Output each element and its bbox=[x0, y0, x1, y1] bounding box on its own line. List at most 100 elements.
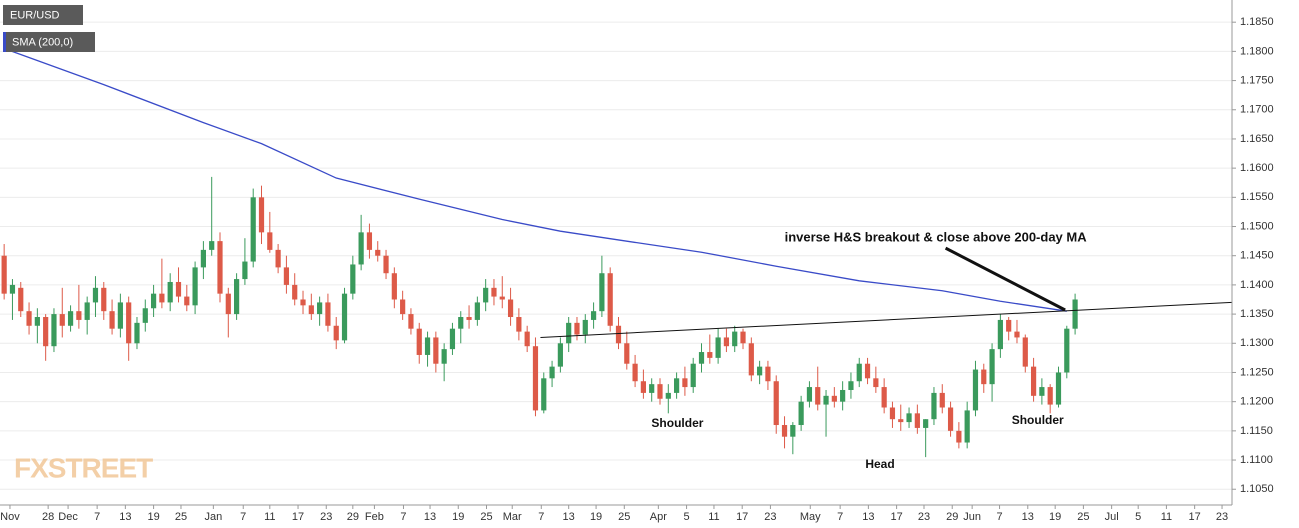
y-tick-label: 1.1800 bbox=[1240, 45, 1274, 57]
candle-body bbox=[466, 317, 472, 320]
x-tick-label: 7 bbox=[538, 511, 544, 523]
candle-body bbox=[84, 302, 90, 320]
candle-body bbox=[815, 387, 821, 405]
candle-body bbox=[590, 311, 597, 320]
x-tick-label: 5 bbox=[1135, 511, 1141, 523]
candle-body bbox=[142, 308, 148, 323]
x-tick-label: 19 bbox=[1049, 511, 1061, 523]
x-tick-label: Jul bbox=[1105, 511, 1119, 523]
candle-body bbox=[997, 319, 1003, 350]
x-tick-label: 13 bbox=[862, 511, 874, 523]
candle-body bbox=[358, 232, 364, 265]
candle-body bbox=[209, 241, 215, 250]
x-tick-label: 5 bbox=[684, 511, 690, 523]
candle-body bbox=[9, 284, 16, 294]
y-tick-label: 1.1750 bbox=[1240, 74, 1274, 86]
candle-body bbox=[192, 267, 198, 306]
x-tick-label: Dec bbox=[58, 511, 78, 523]
candle-body bbox=[474, 302, 480, 320]
candle-body bbox=[914, 413, 920, 428]
annotation: Shoulder bbox=[651, 416, 703, 430]
candle-body bbox=[1030, 366, 1037, 396]
candle-body bbox=[898, 419, 904, 423]
x-tick-label: 17 bbox=[1189, 511, 1201, 523]
y-tick-label: 1.1200 bbox=[1240, 396, 1274, 408]
candle-body bbox=[1055, 372, 1062, 405]
x-tick-label: 17 bbox=[890, 511, 902, 523]
candle-body bbox=[665, 392, 671, 399]
candle-body bbox=[790, 425, 796, 437]
x-tick-label: 11 bbox=[708, 511, 719, 523]
candle-body bbox=[234, 279, 240, 315]
candle-body bbox=[674, 378, 680, 393]
legend-label: SMA (200,0) bbox=[12, 36, 73, 48]
candle-body bbox=[92, 287, 99, 303]
candle-body bbox=[1, 255, 7, 294]
x-tick-label: 23 bbox=[918, 511, 930, 523]
candle-body bbox=[76, 311, 82, 320]
candle-body bbox=[267, 232, 273, 250]
candle-body bbox=[491, 287, 497, 297]
candle-body bbox=[292, 284, 298, 300]
candle-body bbox=[1072, 299, 1078, 329]
candle-body bbox=[989, 349, 995, 385]
candle-body bbox=[773, 381, 779, 426]
candle-body bbox=[300, 299, 306, 306]
candle-body bbox=[258, 197, 265, 233]
candle-body bbox=[458, 317, 464, 329]
candle-body bbox=[308, 305, 314, 315]
candle-body bbox=[723, 337, 730, 347]
legend-label: EUR/USD bbox=[10, 9, 60, 21]
candle-body bbox=[690, 363, 696, 388]
x-tick-label: 11 bbox=[264, 511, 275, 523]
x-tick-label: 25 bbox=[480, 511, 492, 523]
candle-body bbox=[242, 261, 248, 280]
candle-body bbox=[1014, 331, 1020, 338]
y-tick-label: 1.1150 bbox=[1240, 425, 1273, 437]
x-tick-label: Apr bbox=[650, 511, 667, 523]
candle-body bbox=[906, 413, 912, 423]
y-tick-label: 1.1350 bbox=[1240, 308, 1274, 320]
candle-body bbox=[375, 249, 381, 256]
x-tick-label: May bbox=[800, 511, 821, 523]
x-tick-label: 11 bbox=[1161, 511, 1172, 523]
y-tick-label: 1.1400 bbox=[1240, 279, 1274, 291]
candle-body bbox=[889, 407, 896, 420]
x-tick-label: 7 bbox=[996, 511, 1002, 523]
candle-body bbox=[557, 343, 563, 367]
candle-body bbox=[51, 314, 57, 347]
candle-body bbox=[582, 319, 588, 335]
candle-body bbox=[167, 281, 173, 303]
candle-body bbox=[34, 317, 40, 326]
candle-body bbox=[715, 337, 721, 358]
legend-box bbox=[3, 5, 83, 25]
x-tick-label: Nov bbox=[0, 511, 20, 523]
candle-body bbox=[798, 401, 804, 426]
candle-body bbox=[200, 249, 206, 268]
candle-body bbox=[632, 363, 638, 382]
x-tick-label: 17 bbox=[736, 511, 748, 523]
candle-body bbox=[150, 293, 157, 309]
x-tick-label: 23 bbox=[320, 511, 332, 523]
candle-body bbox=[1047, 387, 1053, 405]
legend: EUR/USD SMA (200,0) bbox=[3, 5, 95, 52]
x-tick-label: 13 bbox=[1022, 511, 1034, 523]
candle-body bbox=[823, 395, 829, 405]
candle-body bbox=[873, 378, 879, 388]
x-tick-label: 25 bbox=[1077, 511, 1089, 523]
candle-body bbox=[175, 281, 182, 297]
candle-body bbox=[624, 343, 630, 364]
x-tick-label: Feb bbox=[365, 511, 384, 523]
y-tick-label: 1.1250 bbox=[1240, 366, 1274, 378]
candle-body bbox=[350, 264, 356, 294]
x-tick-label: 25 bbox=[618, 511, 630, 523]
x-tick-label: 23 bbox=[764, 511, 776, 523]
plot-area bbox=[0, 0, 1232, 505]
x-tick-label: 29 bbox=[347, 511, 359, 523]
x-tick-label: 23 bbox=[1216, 511, 1228, 523]
candle-body bbox=[707, 352, 713, 358]
candle-body bbox=[333, 325, 339, 341]
x-tick-label: 19 bbox=[590, 511, 602, 523]
candle-body bbox=[416, 328, 422, 355]
candle-body bbox=[939, 392, 945, 408]
